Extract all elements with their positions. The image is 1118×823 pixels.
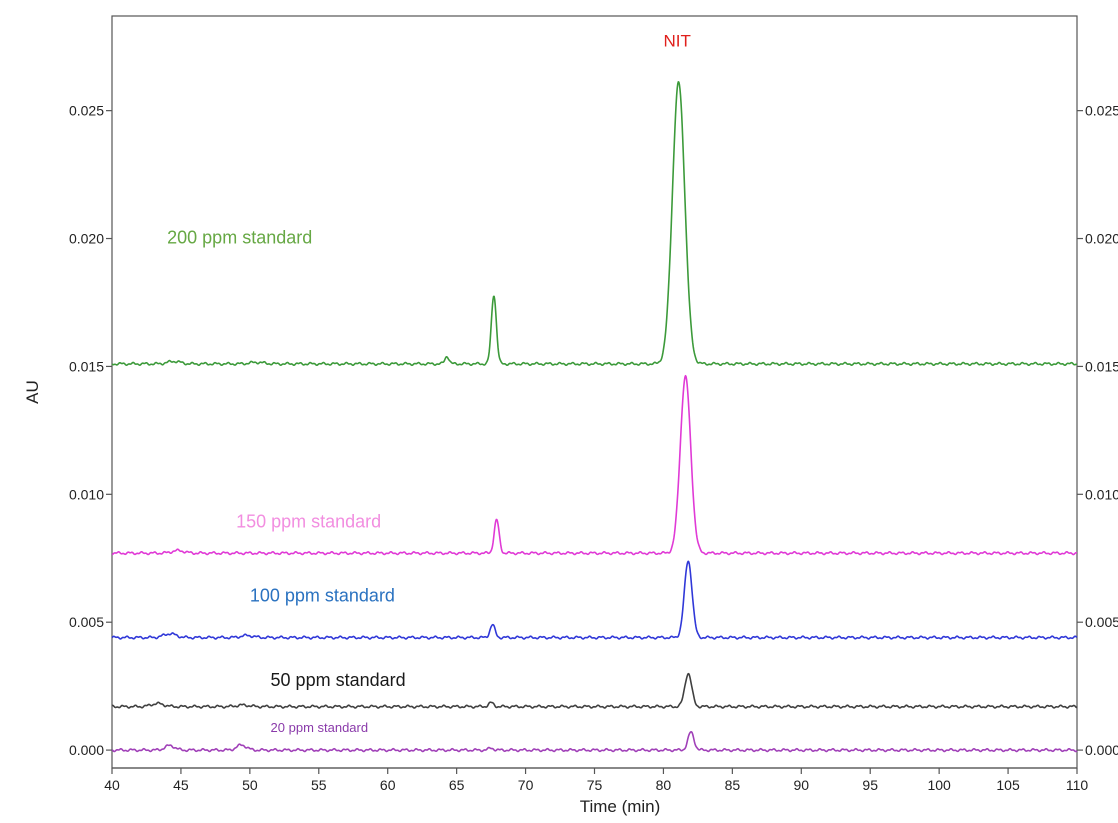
y-tick-label-right: 0.005 [1085,614,1118,630]
x-tick-label: 95 [862,777,878,793]
x-tick-label: 100 [927,777,951,793]
series-label: 200 ppm standard [167,228,312,248]
series-label: 50 ppm standard [271,670,406,690]
plot-frame [111,15,1078,769]
y-axis-title: AU [23,380,42,404]
y-tick-label-right: 0.000 [1085,742,1118,758]
series-trace [111,672,1078,709]
series-labels: 200 ppm standard 150 ppm standard 100 ppm … [167,228,405,736]
series-label: 100 ppm standard [250,586,395,606]
x-tick-label: 75 [587,777,603,793]
x-tick-label: 90 [793,777,809,793]
annotations: NIT [664,32,691,51]
x-tick-label: 60 [380,777,396,793]
y-tick-label-left: 0.005 [69,614,104,630]
y-tick-label-left: 0.000 [69,742,104,758]
series-label: 20 ppm standard [271,720,369,735]
series-trace [111,560,1078,640]
y-tick-label-left: 0.010 [69,486,104,502]
y-axis-right: 0.000 0.005 0.010 0.015 0.020 0.025 [1077,103,1118,758]
y-tick-label-right: 0.015 [1085,358,1118,374]
x-tick-label: 50 [242,777,258,793]
x-tick-label: 40 [104,777,120,793]
x-tick-label: 45 [173,777,189,793]
y-axis-left: 0.000 0.005 0.010 0.015 0.020 0.025 [69,103,112,758]
series-label: 150 ppm standard [236,512,381,532]
y-tick-label-right: 0.010 [1085,486,1118,502]
y-tick-label-left: 0.015 [69,358,104,374]
y-tick-label-left: 0.020 [69,231,104,247]
x-tick-label: 55 [311,777,327,793]
series-trace [111,374,1078,556]
y-tick-label-right: 0.020 [1085,231,1118,247]
series-trace [111,730,1078,753]
series-trace [111,81,1078,367]
x-tick-label: 85 [725,777,741,793]
x-tick-label: 110 [1066,777,1089,793]
y-tick-label-right: 0.025 [1085,103,1118,119]
x-tick-label: 80 [656,777,672,793]
x-tick-label: 70 [518,777,534,793]
y-tick-label-left: 0.025 [69,103,104,119]
x-tick-label: 105 [996,777,1020,793]
x-axis-title: Time (min) [580,797,661,816]
peak-annotation: NIT [664,32,691,51]
x-tick-label: 65 [449,777,465,793]
x-axis: 40 45 50 55 60 65 70 75 80 85 90 95 100 105 110 [104,768,1088,793]
series-group [111,81,1078,753]
